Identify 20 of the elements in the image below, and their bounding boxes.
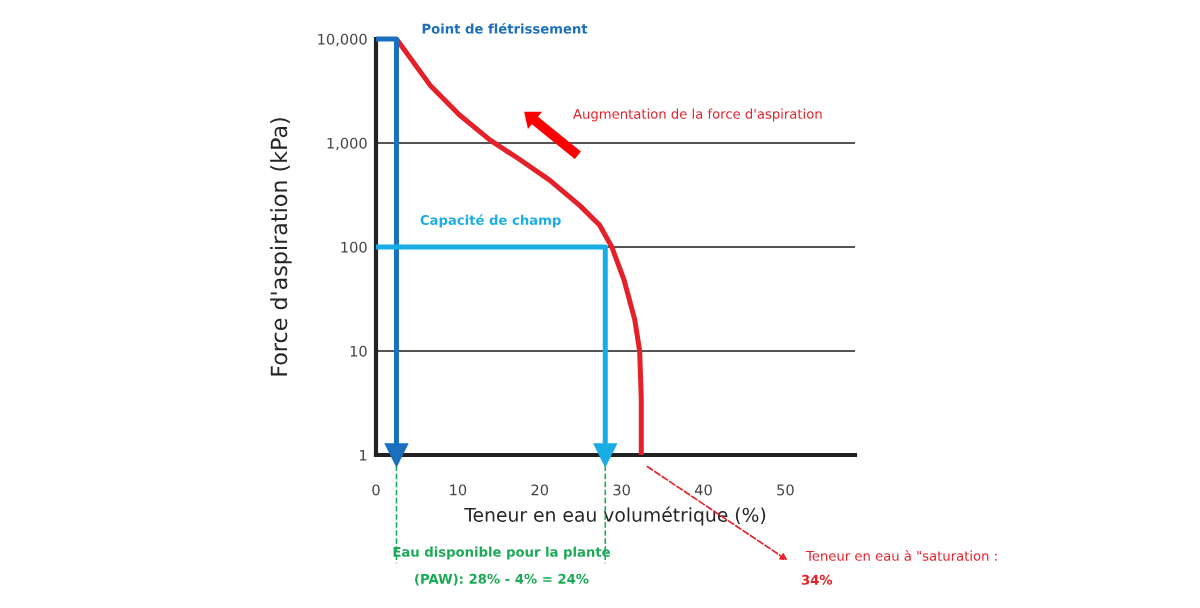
y-tick-label: 1,000	[327, 137, 367, 151]
series-label: Capacité de champ	[420, 214, 561, 228]
y-tick-label: 10,000	[318, 33, 367, 47]
x-tick-label: 20	[531, 484, 549, 496]
text: Teneur en eau à "saturation :	[805, 550, 997, 561]
x-tick-label: 0	[372, 484, 380, 496]
y-tick-label: 100	[341, 241, 367, 253]
y-axis-title: Force d'aspiration (kPa)	[270, 118, 292, 376]
text: 34%	[801, 574, 833, 585]
annotation: Augmentation de la force d'aspiration	[573, 108, 822, 122]
x-tick-label: 30	[613, 484, 630, 496]
text: (PAW): 28% - 4% = 24%	[415, 573, 589, 586]
x-tick-label: 40	[694, 484, 712, 496]
x-tick-label: 10	[450, 484, 467, 496]
x-axis-title: Teneur en eau volumétrique (%)	[464, 506, 766, 526]
y-tick-label: 1	[359, 449, 367, 461]
x-tick-label: 50	[777, 484, 794, 496]
text: Eau disponible pour la plante	[393, 546, 610, 560]
text: Point de flétrissement	[422, 22, 588, 34]
y-tick-label: 10	[350, 345, 367, 357]
